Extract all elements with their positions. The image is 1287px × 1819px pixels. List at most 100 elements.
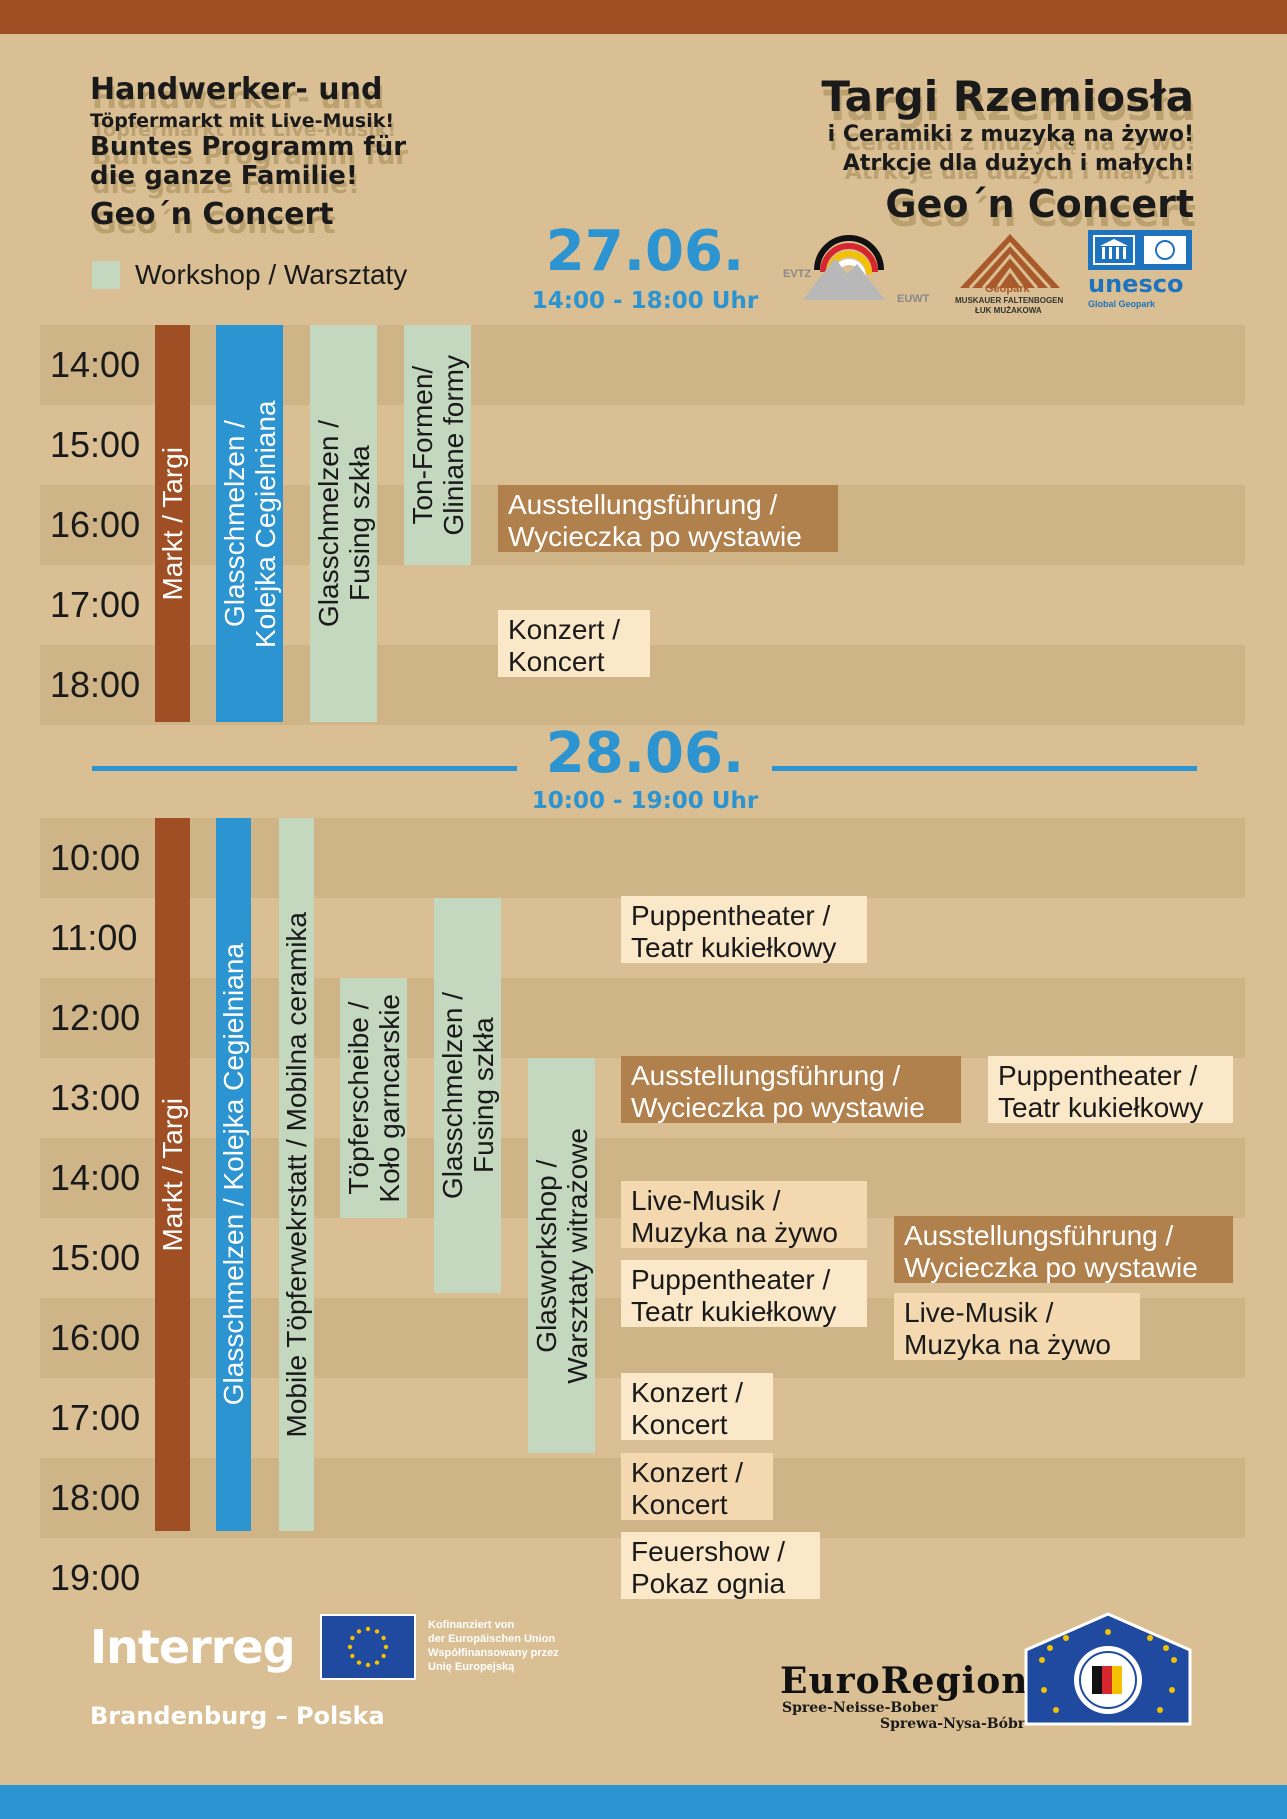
geopark-text3: ŁUK MUŻAKOWA [975, 306, 1042, 315]
event-line: Ausstellungsführung / [904, 1220, 1174, 1251]
euwt-text: EUWT [897, 293, 930, 305]
day2-wheel-line2: Koło garncarskie [373, 993, 405, 1203]
day2-date: 28.06. [545, 721, 745, 786]
top-color-bar [0, 0, 1287, 34]
evtz-text: EVTZ [783, 268, 812, 280]
evtz-logo [785, 228, 900, 308]
event-line: Koncert [631, 1489, 728, 1520]
event-line: Pokaz ognia [631, 1568, 786, 1599]
day1-date: 27.06. [545, 219, 745, 284]
event-line: Live-Musik / [631, 1185, 781, 1216]
geopark-logo [955, 230, 1065, 292]
day2-divider-right [772, 766, 1197, 771]
header-pl-line4: Geo´n Concert [885, 182, 1194, 226]
event-line: Teatr kukiełkowy [631, 1296, 837, 1327]
event-line: Konzert / [631, 1457, 744, 1488]
unesco-logo [1088, 230, 1192, 270]
cofin-line: der Europäischen Union [428, 1633, 556, 1645]
day1-market-label: Markt / Targi [157, 446, 188, 601]
day2-puppet-event-3: Puppentheater / Teatr kukiełkowy [621, 1260, 867, 1327]
event-line: Wycieczka po wystawie [904, 1252, 1198, 1283]
day2-time-label: 14:00 [50, 1157, 141, 1198]
day2-tour-event-1: Ausstellungsführung / Wycieczka po wysta… [621, 1056, 961, 1123]
event-line: Puppentheater / [998, 1060, 1198, 1091]
day1-time-label: 15:00 [50, 424, 141, 465]
day2-market-bar: Markt / Targi [155, 818, 190, 1531]
header-de-line3: Buntes Programm für [90, 132, 407, 162]
day2-market-label: Markt / Targi [157, 1097, 188, 1252]
day2-concert-event-2: Konzert / Koncert [621, 1453, 773, 1520]
day2-time-label: 10:00 [50, 837, 141, 878]
day1-time-label: 18:00 [50, 664, 141, 705]
geopark-text2: MUSKAUER FALTENBOGEN [955, 296, 1064, 305]
day1-glass-blue-bar: Glasschmelzen / Kolejka Cegielniana [216, 325, 283, 722]
header-pl-line1: Targi Rzemiosła [821, 72, 1194, 121]
euroregion-pl-text: Sprewa-Nysa-Bóbr [880, 1716, 1026, 1732]
header-de-line1: Handwerker- und [90, 72, 383, 107]
event-line: Koncert [631, 1409, 728, 1440]
cofin-line: Kofinanziert von [428, 1619, 515, 1631]
unesco-sub: Global Geopark [1088, 299, 1156, 309]
day2-concert-event-1: Konzert / Koncert [621, 1373, 773, 1440]
day2-live-event-2: Live-Musik / Muzyka na żywo [894, 1293, 1140, 1360]
day1-concert-event: Konzert / Koncert [498, 610, 650, 677]
event-line: Puppentheater / [631, 1264, 831, 1295]
day2-time-label: 12:00 [50, 997, 141, 1038]
event-line: Wycieczka po wystawie [631, 1092, 925, 1123]
day1-fusing-line2: Fusing szkła [343, 445, 375, 602]
day1-market-bar: Markt / Targi [155, 325, 190, 722]
day2-glassws-label: Glasworkshop / Warsztaty witrażowe [531, 1128, 593, 1384]
eu-flag-icon [320, 1614, 416, 1680]
day2-live-event-1: Live-Musik / Muzyka na żywo [621, 1181, 867, 1248]
header-pl-line2: i Ceramiki z muzyką na żywo! [827, 122, 1194, 147]
event-line: Ausstellungsführung / [631, 1060, 901, 1091]
event-line: Teatr kukiełkowy [998, 1092, 1204, 1123]
day2-fusing-bar: Glasschmelzen / Fusing szkła [434, 898, 501, 1293]
day2-hours: 10:00 - 19:00 Uhr [531, 788, 759, 814]
header-de-line2: Töpfermarkt mit Live-Musik! [90, 110, 395, 132]
day1-clay-label: Ton-Formen/ Gliniane formy [407, 355, 469, 536]
day2-time-label: 18:00 [50, 1477, 141, 1518]
legend-swatch [92, 261, 120, 289]
day2-wheel-bar: Töpferscheibe / Koło garncarskie [340, 978, 407, 1218]
day2-time-label: 17:00 [50, 1397, 141, 1438]
day2-time-label: 16:00 [50, 1317, 141, 1358]
day2-glassws-line1: Glasworkshop / [530, 1159, 562, 1352]
day1-tour-event: Ausstellungsführung / Wycieczka po wysta… [498, 485, 838, 552]
day2-fusing-line1: Glasschmelzen / [436, 992, 468, 1199]
event-line: Konzert / [508, 614, 621, 645]
day1-clay-line1: Ton-Formen/ [406, 365, 438, 525]
day2-puppet-event-1: Puppentheater / Teatr kukiełkowy [621, 896, 867, 963]
event-line: Ausstellungsführung / [508, 489, 778, 520]
day1-hours: 14:00 - 18:00 Uhr [531, 288, 759, 314]
header-de-line4: die ganze Familie! [90, 161, 358, 191]
cofinancing-text: Kofinanziert von der Europäischen Union … [428, 1618, 559, 1674]
header-pl-line3: Atrkcje dla dużych i małych! [842, 151, 1194, 176]
interreg-logo: Interreg [90, 1620, 296, 1674]
day2-puppet-event-2: Puppentheater / Teatr kukiełkowy [988, 1056, 1233, 1123]
euroregion-emblem-icon [1022, 1610, 1194, 1728]
day2-time-label: 11:00 [50, 917, 138, 958]
event-line: Puppentheater / [631, 900, 831, 931]
day2-fusing-label: Glasschmelzen / Fusing szkła [437, 992, 499, 1199]
event-line: Muzyka na żywo [904, 1329, 1111, 1360]
day1-clay-bar: Ton-Formen/ Gliniane formy [404, 325, 471, 565]
day2-glass-blue-bar: Glasschmelzen / Kolejka Cegielniana [216, 818, 251, 1531]
day2-glassws-line2: Warsztaty witrażowe [561, 1127, 593, 1384]
event-line: Muzyka na żywo [631, 1217, 838, 1248]
event-line: Koncert [508, 646, 605, 677]
day2-wheel-label: Töpferscheibe / Koło garncarskie [343, 994, 405, 1203]
unesco-text: unesco [1088, 270, 1184, 298]
day2-pottery-label: Mobile Töpferwekrstatt / Mobilna ceramik… [281, 911, 312, 1438]
event-line: Teatr kukiełkowy [631, 932, 837, 963]
day1-fusing-line1: Glasschmelzen / [312, 420, 344, 627]
day1-fusing-label: Glasschmelzen / Fusing szkła [313, 420, 375, 627]
day2-glass-blue-label: Glasschmelzen / Kolejka Cegielniana [218, 943, 249, 1406]
cofin-line: Współfinansowany przez [428, 1647, 559, 1659]
day2-tour-event-2: Ausstellungsführung / Wycieczka po wysta… [894, 1216, 1233, 1283]
euroregion-de-text: Spree-Neisse-Bober [782, 1700, 938, 1716]
day2-time-label: 13:00 [50, 1077, 141, 1118]
event-line: Wycieczka po wystawie [508, 521, 802, 552]
day2-fireshow-event: Feuershow / Pokaz ognia [621, 1532, 820, 1599]
day2-time-label: 15:00 [50, 1237, 141, 1278]
